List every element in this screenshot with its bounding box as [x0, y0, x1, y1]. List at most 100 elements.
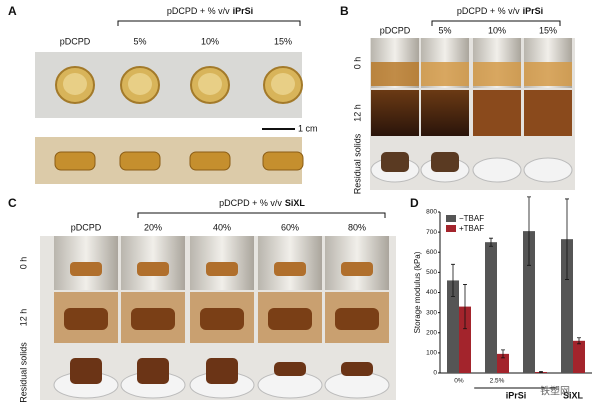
sample: [274, 262, 306, 276]
sample-side: [189, 151, 231, 171]
photos: [35, 38, 575, 400]
panel-label: B: [340, 4, 349, 18]
vial: [524, 90, 572, 136]
scale-bar-label: 1 cm: [298, 123, 318, 133]
residue: [274, 362, 306, 376]
y-tick-label: 0: [433, 370, 437, 377]
sample: [137, 262, 169, 276]
sample: [64, 308, 108, 330]
header-bold: SiXL: [285, 198, 306, 208]
bracket: [117, 20, 301, 26]
y-tick-label: 200: [426, 329, 437, 336]
error-bar: [527, 196, 531, 266]
bracket: [431, 20, 561, 26]
y-tick-label: 600: [426, 249, 437, 256]
sample: [200, 308, 244, 330]
panel-label: C: [8, 196, 17, 210]
liquid: [524, 62, 572, 86]
y-tick-label: 500: [426, 269, 437, 276]
column-label: 40%: [213, 222, 231, 232]
header-text: pDCPD + % v/v: [167, 6, 230, 16]
error-bar: [577, 337, 581, 345]
chart: 0 100 200 300 400 500 600 700 800 Storage modulus…: [413, 196, 592, 400]
error-bar: [539, 370, 543, 373]
row-label: 0 h: [352, 57, 362, 70]
row-label: 0 h: [18, 257, 28, 270]
sample: [131, 308, 175, 330]
column-label: 20%: [144, 222, 162, 232]
sample-side: [262, 151, 304, 171]
residue: [431, 152, 459, 172]
sample: [335, 308, 379, 330]
sample-side: [54, 151, 96, 171]
column-label: 15%: [274, 36, 292, 46]
dish: [472, 157, 522, 183]
legend-swatch: [446, 225, 456, 232]
bar: [459, 306, 471, 373]
legend-label: +TBAF: [459, 224, 484, 233]
sample: [268, 308, 312, 330]
header-bold: iPrSi: [233, 6, 254, 16]
vial: [421, 90, 469, 136]
column-label: pDCPD: [60, 36, 91, 46]
y-tick-label: 700: [426, 229, 437, 236]
column-label: 15%: [539, 25, 557, 35]
bar: [573, 340, 585, 373]
header: pDCPD + % v/v SiXL: [219, 198, 305, 208]
row-label: Residual solids: [18, 342, 28, 403]
bar: [561, 239, 573, 373]
liquid: [371, 62, 419, 86]
vial: [371, 90, 419, 136]
bar: [447, 280, 459, 373]
header: pDCPD + % v/v iPrSi: [457, 6, 543, 16]
row-label: 12 h: [352, 104, 362, 122]
sample: [206, 262, 238, 276]
sample: [70, 262, 102, 276]
watermark: 铁塑网: [540, 385, 570, 398]
sample-top: [271, 73, 295, 95]
residue: [70, 358, 102, 384]
y-axis-label: Storage modulus (kPa): [413, 251, 422, 333]
column-label: 5%: [438, 25, 451, 35]
sample-top: [198, 73, 222, 95]
row-label: 12 h: [18, 309, 28, 327]
sample-top: [128, 73, 152, 95]
error-bar: [451, 263, 455, 297]
sample-top: [63, 73, 87, 95]
bar: [523, 231, 535, 373]
column-label: 5%: [133, 36, 146, 46]
column-label: 60%: [281, 222, 299, 232]
dish: [523, 157, 573, 183]
column-label: pDCPD: [71, 222, 102, 232]
x-tick-label: 0%: [454, 378, 464, 385]
liquid: [473, 62, 521, 86]
bracket: [137, 212, 386, 218]
residue: [381, 152, 409, 172]
sample: [341, 262, 373, 276]
header-text: pDCPD + % v/v: [219, 198, 282, 208]
x-tick-label: 2.5%: [490, 378, 505, 385]
panel-label: A: [8, 4, 17, 18]
residue: [206, 358, 238, 384]
error-bar: [489, 237, 493, 247]
column-label: pDCPD: [380, 25, 411, 35]
y-tick-label: 100: [426, 350, 437, 357]
y-tick-label: 800: [426, 209, 437, 216]
y-tick-label: 300: [426, 309, 437, 316]
error-bar: [463, 284, 467, 330]
row-label: Residual solids: [352, 133, 362, 194]
panel-label: D: [410, 196, 419, 210]
header-bold: iPrSi: [523, 6, 544, 16]
y-tick-label: 400: [426, 289, 437, 296]
legend-label: −TBAF: [459, 214, 484, 223]
group-label: iPrSi: [506, 390, 527, 400]
column-label: 80%: [348, 222, 366, 232]
error-bar: [501, 349, 505, 359]
header-text: pDCPD + % v/v: [457, 6, 520, 16]
bar: [485, 242, 497, 373]
residue: [137, 358, 169, 384]
vial: [473, 90, 521, 136]
column-label: 10%: [488, 25, 506, 35]
legend-swatch: [446, 215, 456, 222]
